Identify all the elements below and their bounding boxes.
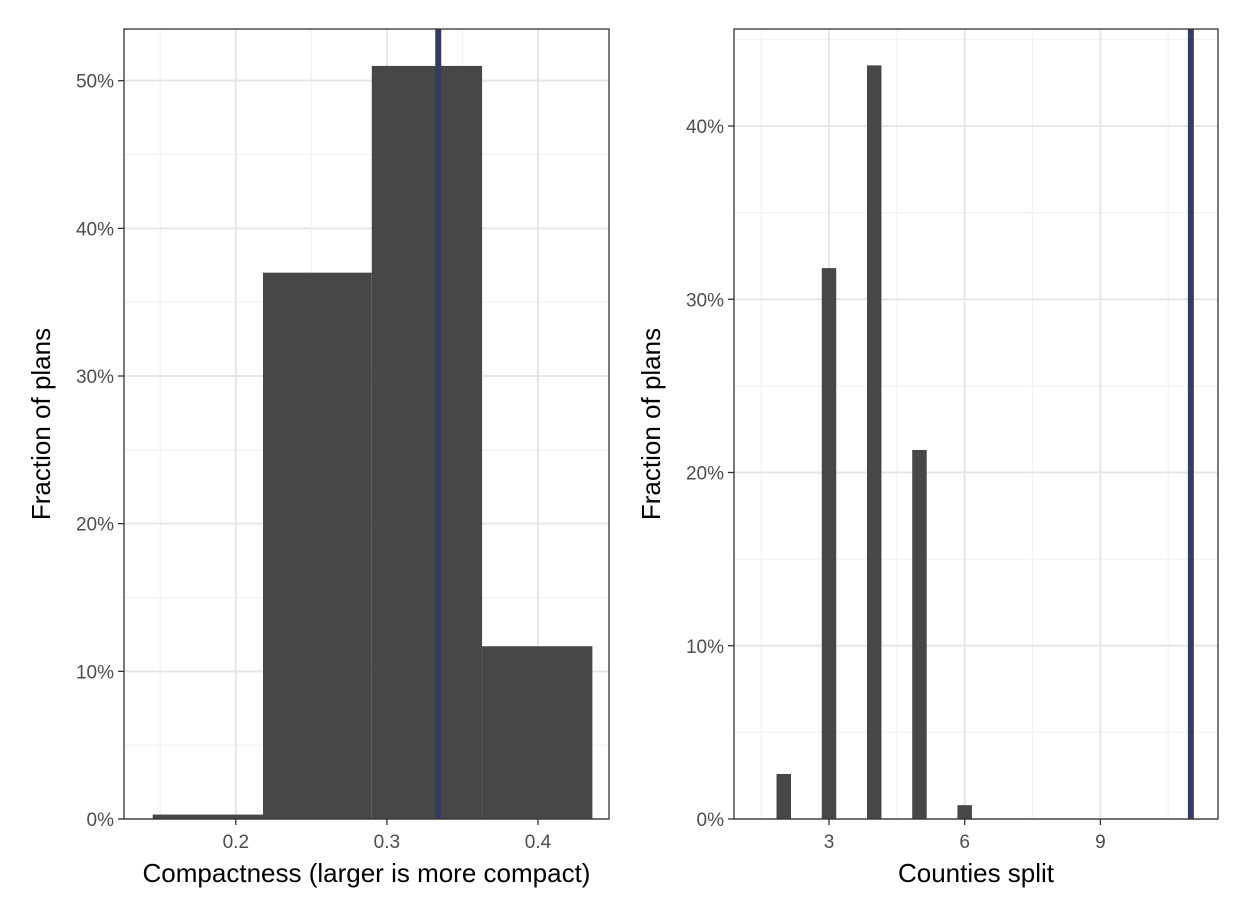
y-tick-label: 50% [76,72,114,93]
histogram-bar [263,272,372,819]
y-axis-title: Fraction of plans [636,328,666,520]
x-axis-title: Compactness (larger is more compact) [143,858,591,888]
histogram-bar [821,268,837,819]
panel-border [733,28,1219,820]
y-tick-label: 20% [686,464,724,485]
y-tick-label: 40% [686,117,724,138]
chart-panel-2: 3 6 9 0% 10% 20% 30% 40% Counties split Fraction … [636,28,1219,888]
y-tick-label: 10% [76,662,114,683]
x-tick-label: 0.3 [374,832,400,853]
x-tick-label: 0.2 [223,832,249,853]
x-axis-title: Counties split [898,858,1055,888]
histogram-bar [776,773,791,819]
y-axis-title: Fraction of plans [26,328,56,520]
x-tick-label: 6 [959,832,970,853]
y-tick-label: 40% [76,219,114,240]
y-tick-label: 30% [76,367,114,388]
y-tick-label: 0% [87,810,115,831]
x-tick-label: 9 [1095,832,1106,853]
y-tick-label: 10% [686,637,724,658]
histogram-bar [866,65,882,819]
y-tick-label: 30% [686,290,724,311]
chart-panel-1: 0.2 0.3 0.4 0% 10% 20% 30% 40% 50% Compactness (l… [26,28,610,888]
x-tick-label: 3 [824,832,835,853]
histogram-bar [482,646,593,819]
panel-border [123,28,610,820]
histogram-bar [912,449,927,819]
histogram-bar [371,65,483,819]
y-tick-label: 0% [697,810,725,831]
y-tick-label: 20% [76,515,114,536]
histogram-bar [152,814,264,819]
x-tick-label: 0.4 [525,832,552,853]
histogram-bar [957,805,972,819]
